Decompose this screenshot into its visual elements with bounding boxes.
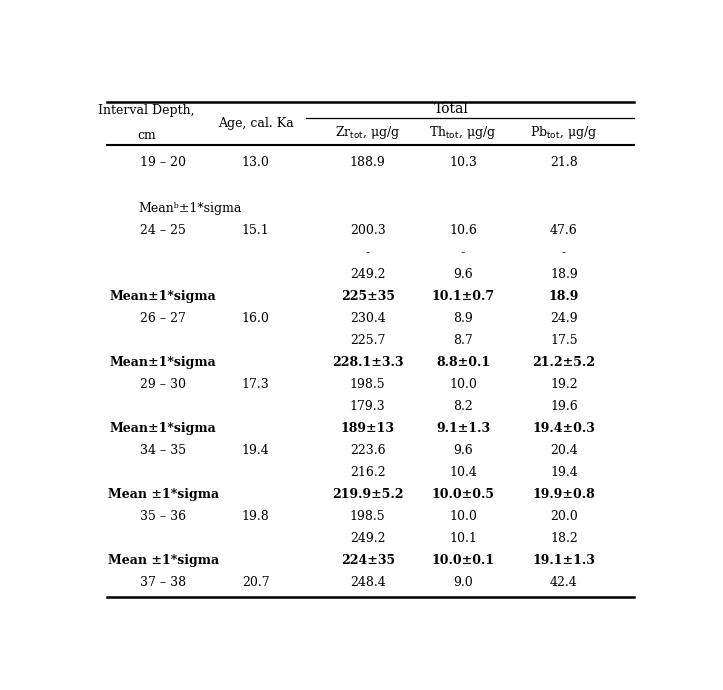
Text: 17.3: 17.3 [241, 378, 270, 391]
Text: 249.2: 249.2 [350, 533, 385, 545]
Text: 29 – 30: 29 – 30 [140, 378, 187, 391]
Text: 249.2: 249.2 [350, 268, 385, 281]
Text: 35 – 36: 35 – 36 [140, 511, 187, 523]
Text: Meanᵇ±1*sigma: Meanᵇ±1*sigma [138, 202, 241, 215]
Text: 24.9: 24.9 [550, 312, 578, 325]
Text: 21.2±5.2: 21.2±5.2 [532, 356, 595, 369]
Text: 225.7: 225.7 [350, 334, 385, 347]
Text: Total: Total [435, 102, 469, 117]
Text: -: - [562, 246, 566, 259]
Text: 20.0: 20.0 [550, 511, 578, 523]
Text: 17.5: 17.5 [550, 334, 578, 347]
Text: 224±35: 224±35 [341, 554, 395, 567]
Text: 18.9: 18.9 [550, 268, 578, 281]
Text: 19.4±0.3: 19.4±0.3 [532, 422, 595, 435]
Text: cm: cm [137, 129, 155, 142]
Text: 10.0±0.5: 10.0±0.5 [432, 489, 495, 502]
Text: 8.7: 8.7 [453, 334, 473, 347]
Text: 16.0: 16.0 [241, 312, 270, 325]
Text: Th$_{\mathrm{tot}}$, μg/g: Th$_{\mathrm{tot}}$, μg/g [429, 124, 497, 141]
Text: 200.3: 200.3 [350, 224, 385, 237]
Text: 10.0: 10.0 [449, 378, 477, 391]
Text: 225±35: 225±35 [341, 290, 395, 303]
Text: 198.5: 198.5 [350, 511, 385, 523]
Text: 219.9±5.2: 219.9±5.2 [332, 489, 403, 502]
Text: -: - [461, 246, 465, 259]
Text: 26 – 27: 26 – 27 [140, 312, 186, 325]
Text: 9.6: 9.6 [453, 444, 473, 457]
Text: 19.6: 19.6 [550, 400, 578, 413]
Text: 10.1: 10.1 [449, 533, 477, 545]
Text: 228.1±3.3: 228.1±3.3 [332, 356, 403, 369]
Text: 8.2: 8.2 [453, 400, 473, 413]
Text: 37 – 38: 37 – 38 [140, 576, 187, 589]
Text: 10.1±0.7: 10.1±0.7 [432, 290, 495, 303]
Text: 8.9: 8.9 [453, 312, 473, 325]
Text: 47.6: 47.6 [550, 224, 578, 237]
Text: 13.0: 13.0 [241, 156, 270, 169]
Text: 10.6: 10.6 [449, 224, 477, 237]
Text: 19.8: 19.8 [241, 511, 270, 523]
Text: Age, cal. Ka: Age, cal. Ka [218, 117, 294, 130]
Text: 42.4: 42.4 [550, 576, 578, 589]
Text: 19.4: 19.4 [241, 444, 270, 457]
Text: 20.7: 20.7 [242, 576, 270, 589]
Text: 20.4: 20.4 [550, 444, 578, 457]
Text: 230.4: 230.4 [350, 312, 385, 325]
Text: Mean ±1*sigma: Mean ±1*sigma [108, 489, 219, 502]
Text: 10.0: 10.0 [449, 511, 477, 523]
Text: 18.9: 18.9 [549, 290, 579, 303]
Text: -: - [366, 246, 369, 259]
Text: 198.5: 198.5 [350, 378, 385, 391]
Text: 179.3: 179.3 [350, 400, 385, 413]
Text: Mean±1*sigma: Mean±1*sigma [110, 422, 217, 435]
Text: 21.8: 21.8 [550, 156, 578, 169]
Text: 9.1±1.3: 9.1±1.3 [436, 422, 490, 435]
Text: 10.4: 10.4 [449, 466, 477, 480]
Text: 19.1±1.3: 19.1±1.3 [532, 554, 595, 567]
Text: 19.4: 19.4 [550, 466, 578, 480]
Text: Interval Depth,: Interval Depth, [98, 104, 194, 117]
Text: Mean ±1*sigma: Mean ±1*sigma [108, 554, 219, 567]
Text: 189±13: 189±13 [341, 422, 395, 435]
Text: 10.3: 10.3 [449, 156, 477, 169]
Text: 19.2: 19.2 [550, 378, 578, 391]
Text: 223.6: 223.6 [350, 444, 385, 457]
Text: 9.0: 9.0 [453, 576, 473, 589]
Text: Mean±1*sigma: Mean±1*sigma [110, 290, 217, 303]
Text: Zr$_{\mathrm{tot}}$, μg/g: Zr$_{\mathrm{tot}}$, μg/g [335, 124, 401, 141]
Text: 24 – 25: 24 – 25 [140, 224, 186, 237]
Text: 19.9±0.8: 19.9±0.8 [532, 489, 595, 502]
Text: Mean±1*sigma: Mean±1*sigma [110, 356, 217, 369]
Text: 19 – 20: 19 – 20 [140, 156, 187, 169]
Text: 216.2: 216.2 [350, 466, 385, 480]
Text: 188.9: 188.9 [350, 156, 385, 169]
Text: 9.6: 9.6 [453, 268, 473, 281]
Text: Pb$_{\mathrm{tot}}$, μg/g: Pb$_{\mathrm{tot}}$, μg/g [530, 124, 597, 141]
Text: 34 – 35: 34 – 35 [140, 444, 187, 457]
Text: 8.8±0.1: 8.8±0.1 [436, 356, 490, 369]
Text: 10.0±0.1: 10.0±0.1 [432, 554, 495, 567]
Text: 15.1: 15.1 [241, 224, 270, 237]
Text: 18.2: 18.2 [550, 533, 578, 545]
Text: 248.4: 248.4 [350, 576, 385, 589]
